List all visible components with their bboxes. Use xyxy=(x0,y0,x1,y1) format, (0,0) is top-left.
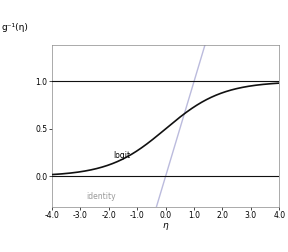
Text: logit: logit xyxy=(113,151,130,160)
Text: identity: identity xyxy=(86,193,115,201)
X-axis label: η: η xyxy=(163,221,168,230)
Y-axis label: g⁻¹(η): g⁻¹(η) xyxy=(2,23,29,33)
